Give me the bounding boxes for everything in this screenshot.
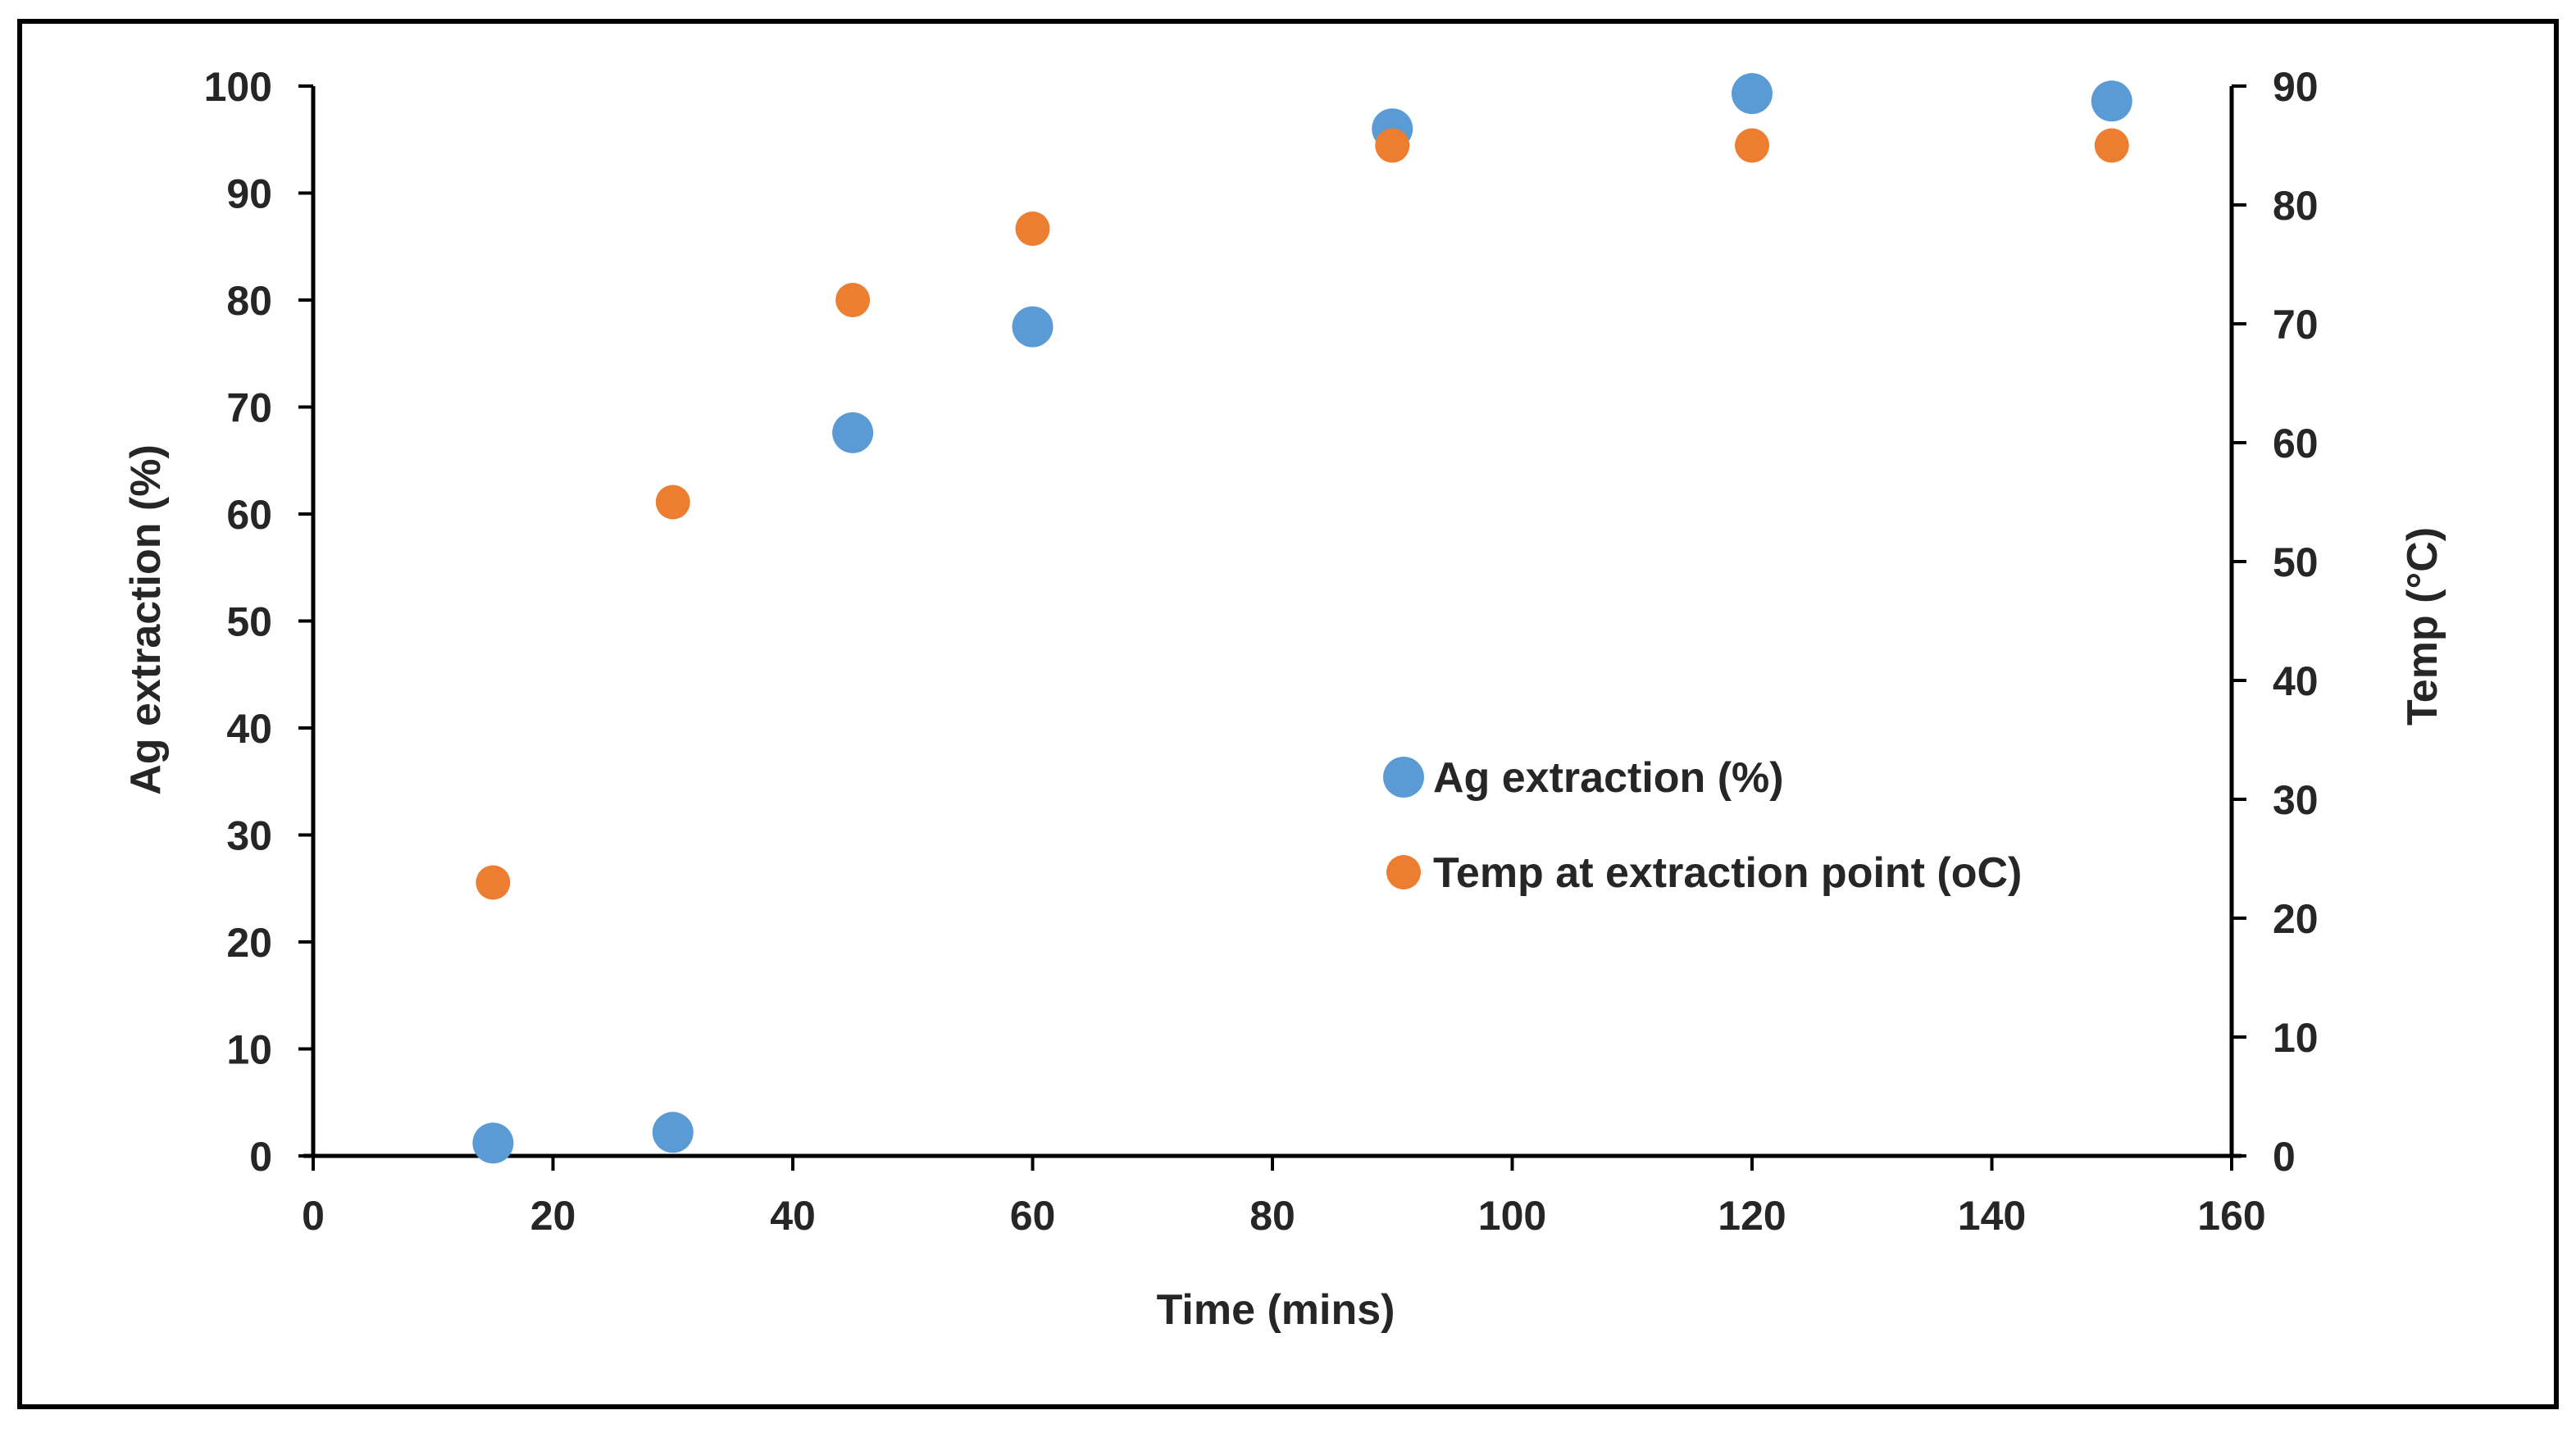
ag-extraction-point bbox=[1012, 306, 1054, 348]
ag-extraction-point bbox=[652, 1112, 694, 1153]
legend: Ag extraction (%) Temp at extraction poi… bbox=[1383, 754, 2022, 897]
temperature-point bbox=[655, 484, 690, 520]
y2-tick-label: 80 bbox=[2273, 183, 2319, 229]
x-tick-label: 80 bbox=[1249, 1193, 1295, 1239]
ag-extraction-point bbox=[832, 412, 874, 453]
x-tick-label: 20 bbox=[530, 1193, 576, 1239]
y2-tick-label: 30 bbox=[2273, 777, 2319, 823]
x-tick-label: 60 bbox=[1010, 1193, 1056, 1239]
y-tick-label: 80 bbox=[226, 278, 272, 324]
y-tick-label: 60 bbox=[226, 492, 272, 538]
axes: 0 20 40 60 80 100 120 140 1600102030405060708090… bbox=[204, 64, 2319, 1239]
y2-tick-label: 40 bbox=[2273, 658, 2319, 704]
y2-tick-label: 60 bbox=[2273, 421, 2319, 466]
y-tick-label: 40 bbox=[226, 706, 272, 752]
y-tick-label: 30 bbox=[226, 813, 272, 859]
legend-marker-ag bbox=[1383, 757, 1424, 798]
x-tick-label: 140 bbox=[1958, 1193, 2026, 1239]
y2-tick-label: 10 bbox=[2273, 1015, 2319, 1061]
temperature-point bbox=[1735, 128, 1769, 163]
y2-tick-label: 90 bbox=[2273, 64, 2319, 110]
temperature-point bbox=[1375, 128, 1410, 163]
y-tick-label: 0 bbox=[249, 1134, 272, 1180]
x-tick-label: 0 bbox=[302, 1193, 325, 1239]
y-tick-label: 20 bbox=[226, 920, 272, 966]
y-tick-label: 100 bbox=[204, 64, 272, 110]
legend-label-ag: Ag extraction (%) bbox=[1433, 754, 1784, 802]
chart-frame bbox=[17, 19, 2559, 1409]
y-axis-title: Ag extraction (%) bbox=[122, 444, 170, 795]
y2-tick-label: 70 bbox=[2273, 302, 2319, 348]
data-points bbox=[472, 73, 2132, 1164]
ag-extraction-point bbox=[1732, 73, 1773, 115]
temperature-point bbox=[835, 283, 871, 317]
x-tick-label: 160 bbox=[2197, 1193, 2265, 1239]
y-tick-label: 50 bbox=[226, 599, 272, 645]
y2-tick-label: 20 bbox=[2273, 896, 2319, 942]
y2-axis-title: Temp (°C) bbox=[2399, 527, 2446, 726]
legend-label-temp: Temp at extraction point (oC) bbox=[1433, 849, 2022, 897]
x-tick-label: 100 bbox=[1478, 1193, 1546, 1239]
x-tick-label: 40 bbox=[770, 1193, 816, 1239]
x-axis-title: Time (mins) bbox=[1157, 1286, 1395, 1334]
x-tick-label: 120 bbox=[1718, 1193, 1786, 1239]
y-tick-label: 70 bbox=[226, 385, 272, 431]
y-tick-label: 90 bbox=[226, 171, 272, 217]
y2-tick-label: 0 bbox=[2273, 1134, 2296, 1180]
ag-extraction-point bbox=[2091, 80, 2132, 122]
ag-extraction-point bbox=[472, 1122, 514, 1164]
temperature-point bbox=[476, 865, 511, 900]
temperature-point bbox=[2094, 128, 2129, 163]
y2-tick-label: 50 bbox=[2273, 539, 2319, 585]
legend-marker-temp bbox=[1386, 855, 1421, 889]
y-tick-label: 10 bbox=[226, 1027, 272, 1073]
temperature-point bbox=[1015, 212, 1050, 246]
